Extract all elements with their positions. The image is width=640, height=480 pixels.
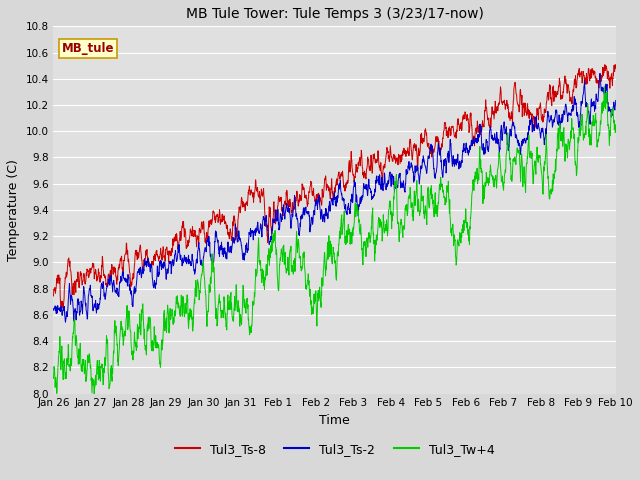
Text: MB_tule: MB_tule — [62, 42, 115, 55]
Legend: Tul3_Ts-8, Tul3_Ts-2, Tul3_Tw+4: Tul3_Ts-8, Tul3_Ts-2, Tul3_Tw+4 — [170, 438, 500, 461]
X-axis label: Time: Time — [319, 414, 350, 427]
Y-axis label: Temperature (C): Temperature (C) — [7, 159, 20, 261]
Title: MB Tule Tower: Tule Temps 3 (3/23/17-now): MB Tule Tower: Tule Temps 3 (3/23/17-now… — [186, 7, 484, 21]
